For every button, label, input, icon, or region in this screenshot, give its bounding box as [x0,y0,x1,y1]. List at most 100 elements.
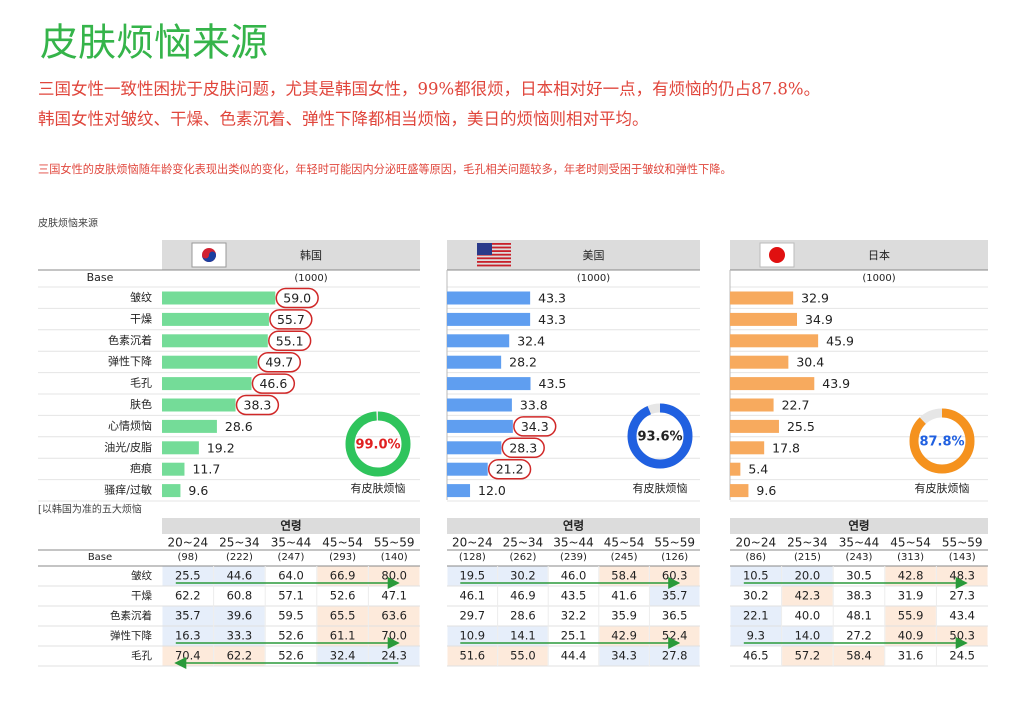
header-cell [162,518,420,534]
cell: 35.7 [662,589,688,603]
cell: 27.8 [662,649,688,663]
cell: 34.3 [611,649,637,663]
bar [730,291,794,305]
value-label: 43.5 [539,376,567,391]
cell: 25.5 [175,569,201,583]
cell-shade [162,566,214,586]
bar [730,398,774,412]
summary-line: 韩国女性对皱纹、干燥、色素沉着、弹性下降都相当烦恼，美日的烦恼则相对平均。 [38,110,649,129]
base-value: (1000) [577,273,610,284]
cell-shade [936,626,988,646]
cell-shade [649,646,700,666]
cell-shade [782,586,833,606]
cell: 64.0 [278,569,304,583]
bar [730,355,789,369]
cell: 29.7 [459,609,485,623]
cell: 65.5 [330,609,356,623]
bar [447,377,531,391]
cell: 46.9 [510,589,536,603]
cell-shade [317,646,368,666]
highlight-ring [275,287,319,309]
bar [447,355,502,369]
cell-shade [447,646,498,666]
value-label: 32.9 [801,291,829,306]
value-label: 19.2 [207,440,235,455]
column-label: 20~24 [168,536,209,550]
cell-shade [782,646,833,666]
highlight-ring [268,330,312,352]
cell-shade [649,586,700,606]
cell: 60.3 [662,569,688,583]
value-label: 49.7 [265,355,293,370]
cell-shade [498,626,548,646]
cell: 36.5 [662,609,688,623]
flag [769,247,785,263]
base-label: Base [87,271,114,284]
base-value: (126) [661,552,688,563]
flag [477,243,492,255]
base-value: (128) [459,552,486,563]
cell: 14.1 [510,629,536,643]
category-label: 皱纹 [130,290,152,304]
cell-shade [447,566,498,586]
base-value: (293) [329,552,356,563]
donut-arc [909,408,975,474]
flag [477,264,511,267]
table-header: 연령 [848,519,869,533]
value-label: 55.1 [276,333,304,348]
cell: 55.0 [510,649,536,663]
column-label: 25~34 [787,536,828,550]
value-label: 17.8 [772,440,800,455]
column-label: 55~59 [374,536,415,550]
cell: 70.4 [175,649,201,663]
base-value: (215) [794,552,821,563]
value-label: 32.4 [517,333,545,348]
column-label: 45~54 [322,536,363,550]
cell: 27.2 [846,629,872,643]
cell: 44.4 [561,649,587,663]
value-label: 21.2 [496,462,524,477]
cell: 38.3 [846,589,872,603]
value-label: 30.4 [796,355,824,370]
cell: 55.9 [898,609,924,623]
bar [162,441,199,455]
cell-shade [368,606,420,626]
cell-shade [214,606,265,626]
cell: 9.3 [747,629,765,643]
cell: 47.1 [381,589,407,603]
bar [447,291,531,305]
cell: 42.3 [795,589,821,603]
cell: 50.3 [949,629,975,643]
cell: 52.4 [662,629,688,643]
cell-shade [368,626,420,646]
cell-shade [214,626,265,646]
category-label: 油光/皮脂 [104,440,152,454]
cell: 43.5 [561,589,587,603]
value-label: 9.6 [188,483,208,498]
cell: 19.5 [459,569,485,583]
donut-caption: 有皮肤烦恼 [351,481,406,495]
highlight-ring [487,458,532,480]
column-label: 55~59 [654,536,695,550]
bar [162,355,258,369]
column-label: 25~34 [503,536,544,550]
category-label: 毛孔 [130,377,152,390]
highlight-ring [513,416,557,437]
highlight-ring [235,394,280,416]
bar [730,377,815,391]
bar [730,312,798,326]
cell: 52.6 [330,589,356,603]
cell-shade [447,626,498,646]
cell: 39.6 [227,609,253,623]
column-label: 20~24 [736,536,777,550]
cell: 42.8 [898,569,924,583]
summary-line: 三国女性一致性困扰于皮肤问题，尤其是韩国女性，99%都很烦，日本相对好一点，有烦… [38,80,820,99]
column-label: 35~44 [553,536,594,550]
cell: 57.1 [278,589,304,603]
cell: 51.6 [459,649,485,663]
cell: 16.3 [175,629,201,643]
cell: 62.2 [175,589,201,603]
base-value: (1000) [294,273,327,284]
bar [162,484,181,498]
